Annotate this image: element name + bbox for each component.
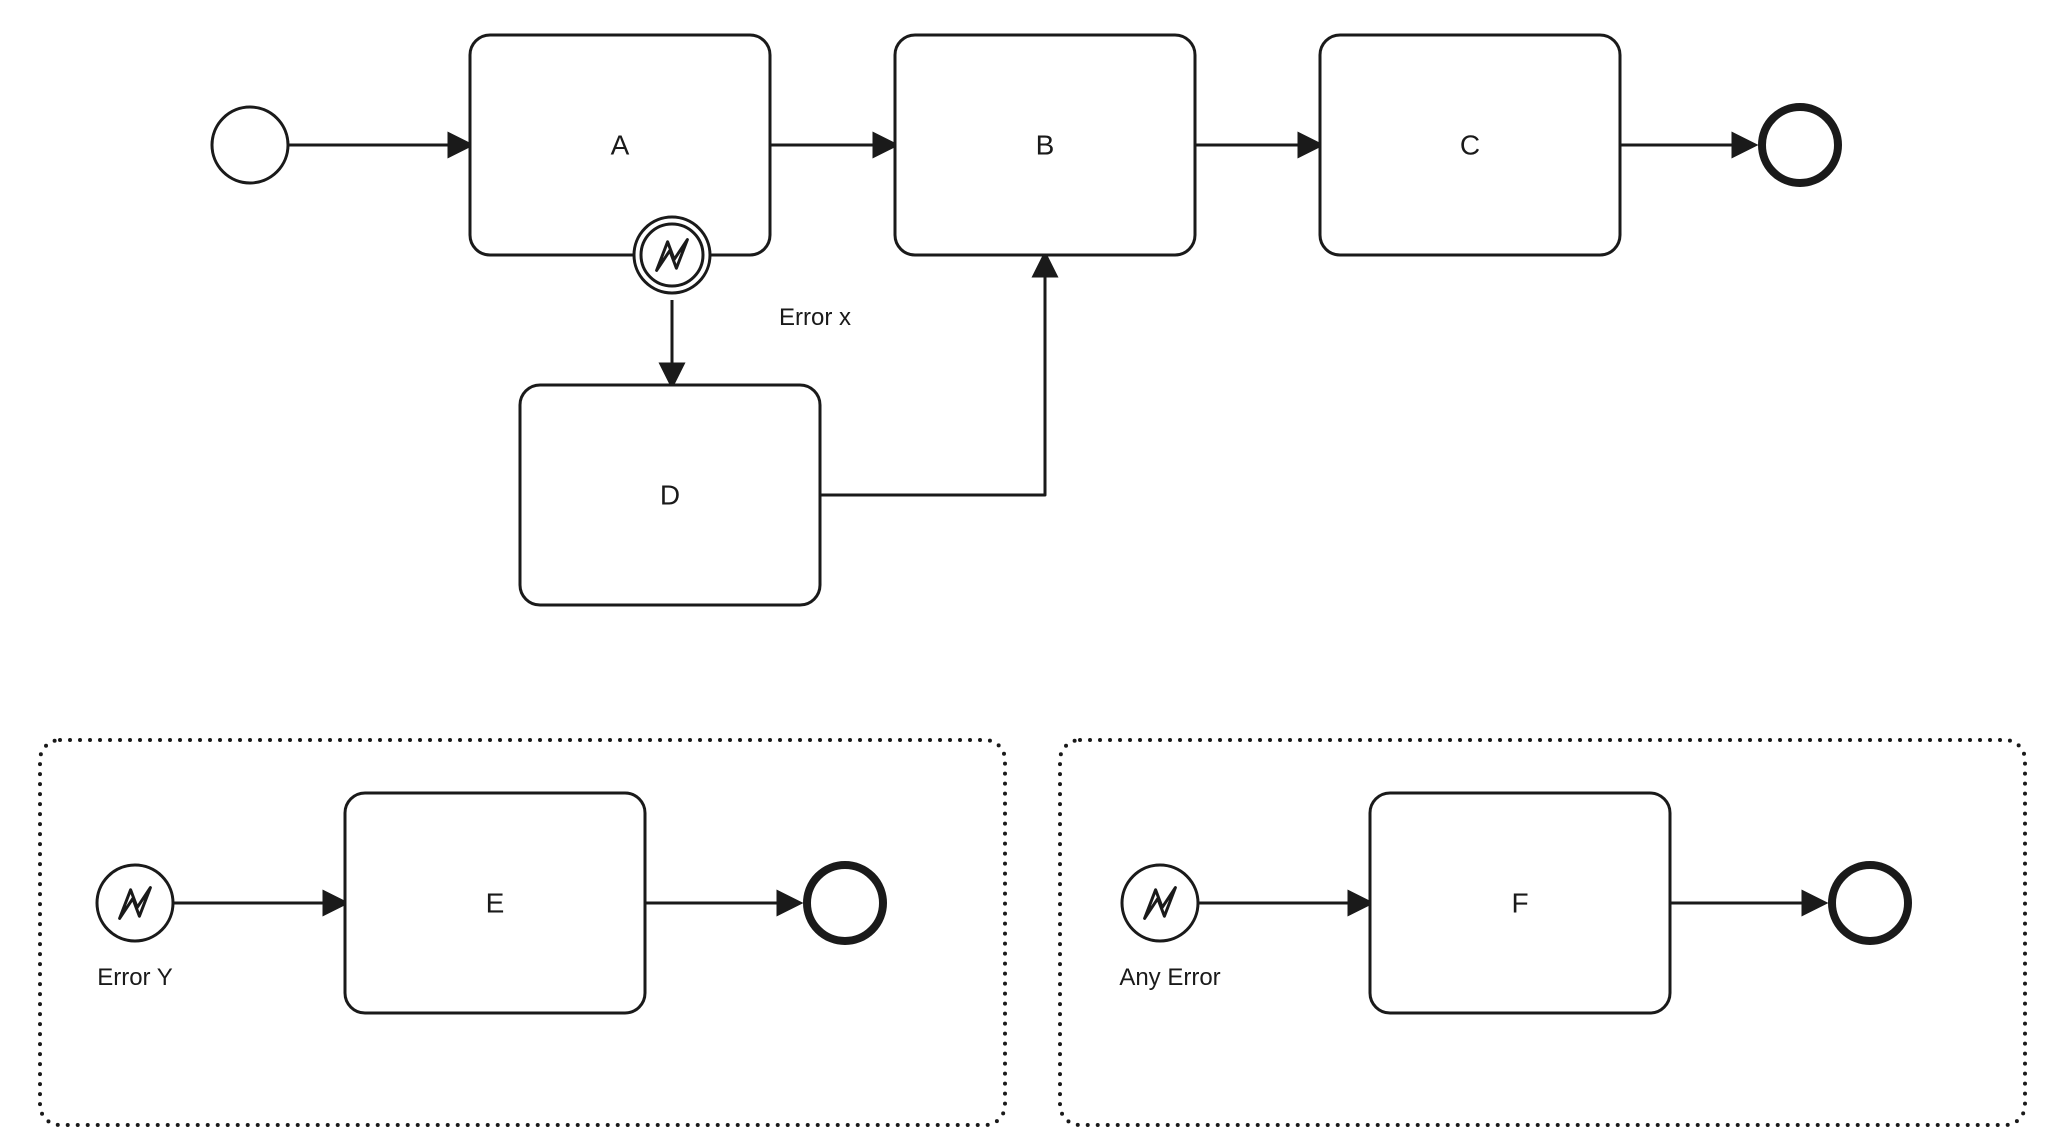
error-boundary-caption: Error x bbox=[779, 304, 851, 331]
task-d-label: D bbox=[660, 479, 680, 510]
task-c-label: C bbox=[1460, 129, 1480, 160]
end-event-end_e bbox=[807, 865, 883, 941]
end-event-end bbox=[1762, 107, 1838, 183]
flow-task_d-to-task_b bbox=[820, 255, 1045, 495]
end-event-end_f bbox=[1832, 865, 1908, 941]
task-b-label: B bbox=[1036, 129, 1055, 160]
start-event bbox=[212, 107, 288, 183]
task-a-label: A bbox=[611, 129, 630, 160]
task-e-label: E bbox=[486, 887, 505, 918]
error-start-caption-err_any: Any Error bbox=[1119, 964, 1220, 991]
error-start-caption-err_y: Error Y bbox=[97, 964, 173, 991]
task-f-label: F bbox=[1511, 887, 1528, 918]
